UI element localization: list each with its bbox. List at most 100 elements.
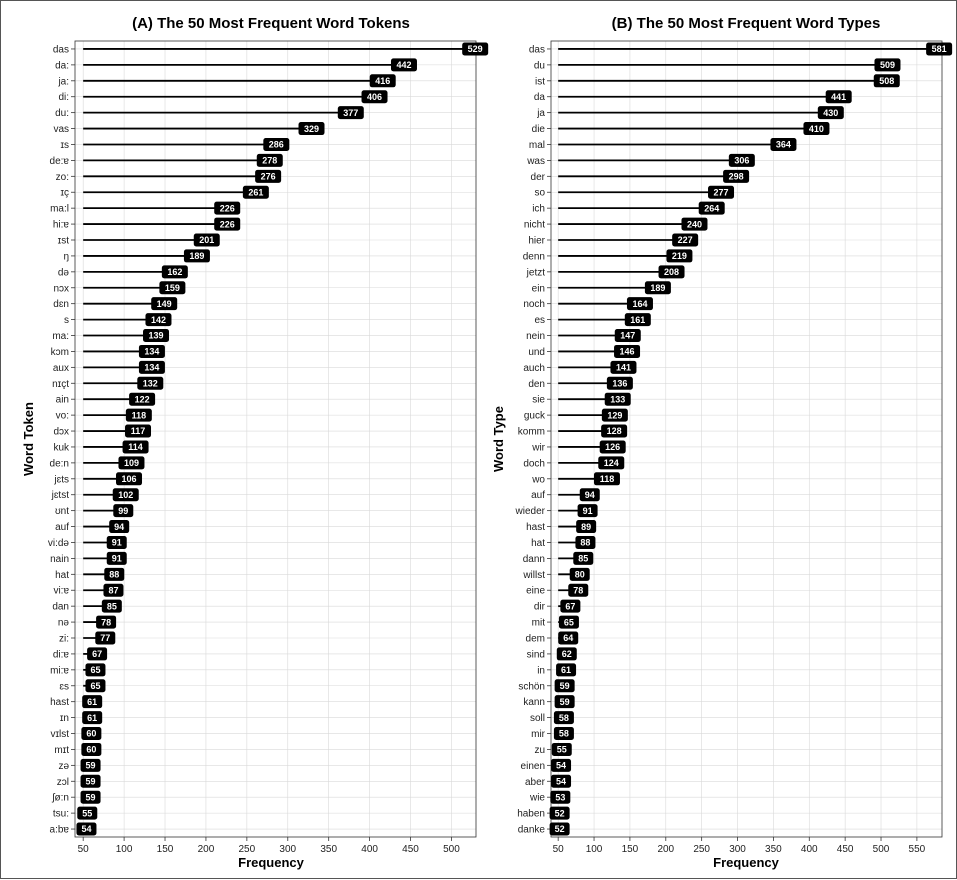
category-label: den <box>528 379 545 390</box>
x-tick-label: 400 <box>801 844 818 855</box>
value-badge <box>193 233 220 247</box>
category-label: das <box>529 44 545 55</box>
value-label: 52 <box>555 824 565 834</box>
category-label: mɪt <box>54 745 69 756</box>
x-tick-label: 300 <box>729 844 746 855</box>
category-label: wo <box>531 474 545 485</box>
category-label: ɪs <box>60 140 69 151</box>
value-label: 65 <box>90 665 100 675</box>
category-label: nain <box>50 554 69 565</box>
category-label: mi:ɐ <box>50 665 69 676</box>
x-tick-label: 500 <box>873 844 890 855</box>
value-label: 406 <box>367 92 382 102</box>
value-label: 161 <box>630 315 645 325</box>
value-badge <box>723 169 750 183</box>
value-label: 298 <box>729 172 744 182</box>
value-badge <box>551 742 572 756</box>
value-label: 65 <box>90 681 100 691</box>
value-label: 106 <box>121 474 136 484</box>
category-label: də <box>58 267 70 278</box>
value-badge <box>118 456 145 470</box>
value-label: 141 <box>616 363 631 373</box>
category-label: jɛts <box>53 474 69 485</box>
value-label: 261 <box>248 187 263 197</box>
value-badge <box>361 90 388 104</box>
value-label: 64 <box>563 633 573 643</box>
value-badge <box>96 615 117 629</box>
value-badge <box>109 520 130 534</box>
value-badge <box>576 520 597 534</box>
value-label: 264 <box>704 203 719 213</box>
value-label: 89 <box>581 522 591 532</box>
category-label: hat <box>531 538 545 549</box>
value-badge <box>573 551 594 565</box>
x-tick-label: 50 <box>78 844 90 855</box>
value-badge <box>104 567 125 581</box>
x-axis-title: Frequency <box>713 855 780 870</box>
value-label: 85 <box>107 601 117 611</box>
value-badge <box>873 74 900 88</box>
value-badge <box>817 106 844 120</box>
value-label: 59 <box>560 697 570 707</box>
value-label: 410 <box>809 124 824 134</box>
value-label: 509 <box>880 60 895 70</box>
value-label: 430 <box>823 108 838 118</box>
value-label: 61 <box>561 665 571 675</box>
category-label: ɪst <box>58 236 70 247</box>
x-tick-label: 100 <box>116 844 133 855</box>
value-label: 61 <box>87 697 97 707</box>
value-label: 162 <box>167 267 182 277</box>
value-badge <box>116 472 143 486</box>
category-label: dɛn <box>53 299 69 310</box>
value-label: 147 <box>620 331 635 341</box>
value-badge <box>106 551 127 565</box>
category-label: das <box>53 44 69 55</box>
category-label: ja <box>536 108 545 119</box>
category-label: vi:ɐ <box>53 586 69 597</box>
category-label: zə <box>58 761 69 772</box>
category-label: dann <box>523 554 545 565</box>
category-label: soll <box>530 713 545 724</box>
y-axis-title: Word Type <box>491 406 506 472</box>
category-label: di: <box>58 92 69 103</box>
category-label: dɔx <box>53 427 69 438</box>
x-axis-title: Frequency <box>238 855 305 870</box>
value-label: 277 <box>714 187 729 197</box>
value-label: 91 <box>583 506 593 516</box>
value-label: 102 <box>118 490 133 500</box>
value-label: 55 <box>557 745 567 755</box>
value-label: 80 <box>575 570 585 580</box>
value-badge <box>390 58 417 72</box>
category-label: wie <box>529 793 545 804</box>
value-label: 94 <box>585 490 595 500</box>
category-label: da <box>534 92 546 103</box>
value-badge <box>601 408 628 422</box>
category-label: ŋ <box>63 251 69 262</box>
value-badge <box>138 360 165 374</box>
value-badge <box>672 233 699 247</box>
value-badge <box>161 265 188 279</box>
category-label: aux <box>53 363 69 374</box>
category-label: in <box>537 665 545 676</box>
value-label: 67 <box>92 649 102 659</box>
value-badge <box>87 647 108 661</box>
value-label: 329 <box>304 124 319 134</box>
category-label: doch <box>523 458 545 469</box>
value-label: 146 <box>620 347 635 357</box>
value-label: 77 <box>100 633 110 643</box>
category-label: vo: <box>56 411 69 422</box>
category-label: einen <box>521 761 545 772</box>
category-label: sie <box>532 395 545 406</box>
x-tick-label: 400 <box>361 844 378 855</box>
value-label: 286 <box>269 140 284 150</box>
value-label: 276 <box>261 172 276 182</box>
category-label: noch <box>523 299 545 310</box>
value-badge <box>122 440 149 454</box>
panel-b: (B) The 50 Most Frequent Word Types 50 100… <box>491 15 953 870</box>
value-badge <box>626 297 653 311</box>
category-label: wir <box>531 442 545 453</box>
value-badge <box>103 583 124 597</box>
value-label: 88 <box>580 538 590 548</box>
category-label: jɛtst <box>51 490 70 501</box>
category-label: zo: <box>56 172 69 183</box>
